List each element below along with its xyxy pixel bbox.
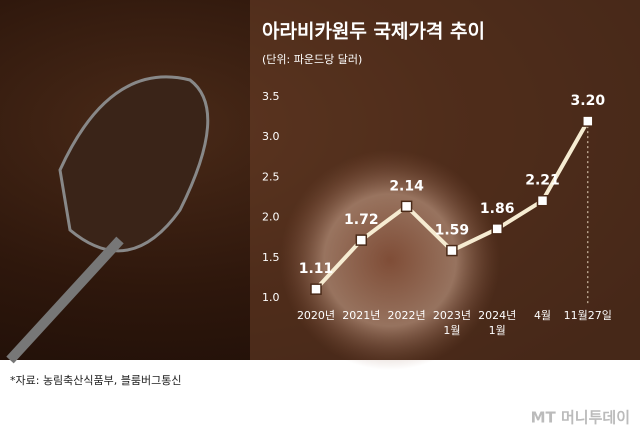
- data-point: [446, 244, 458, 257]
- cup: [280, 150, 500, 370]
- scoop: [58, 75, 210, 253]
- data-point: [310, 283, 322, 295]
- value-label: 3.20: [571, 93, 606, 109]
- watermark: MT 머니투데이: [531, 409, 630, 427]
- x-tick-label: 4월: [533, 309, 552, 322]
- value-label: 1.11: [299, 261, 334, 277]
- data-point: [400, 200, 413, 213]
- y-tick-label: 1.5: [262, 251, 280, 264]
- x-tick-label: 2021년: [342, 309, 381, 322]
- value-label: 1.72: [344, 212, 379, 228]
- x-tick-label: 2023년 1월: [432, 309, 471, 337]
- value-label: 2.21: [525, 173, 560, 189]
- y-tick-label: 1.0: [262, 291, 280, 304]
- data-point: [355, 234, 368, 246]
- value-label: 1.86: [480, 201, 515, 217]
- y-tick-label: 2.5: [262, 170, 280, 183]
- value-label: 1.59: [435, 223, 470, 239]
- data-point: [582, 115, 594, 127]
- chart-subtitle: (단위: 파운드당 달러): [262, 53, 362, 66]
- data-point: [491, 223, 503, 235]
- x-tick-label: 2020년: [296, 309, 336, 322]
- chart-title: 아라비카원두 국제가격 추이: [262, 21, 485, 43]
- scoop-handle: [6, 236, 124, 364]
- source: *자료: 농림축산식품부, 블룸버그통신: [10, 374, 182, 387]
- data-point: [536, 194, 549, 207]
- y-tick-label: 3.5: [262, 90, 280, 103]
- y-tick-label: 3.0: [262, 130, 280, 143]
- y-tick-label: 2.0: [262, 211, 280, 224]
- x-tick-label: 11월27일: [563, 309, 612, 322]
- value-label: 2.14: [389, 178, 424, 194]
- x-tick-label: 2022년: [387, 309, 426, 322]
- x-tick-label: 2024년 1월: [478, 309, 517, 337]
